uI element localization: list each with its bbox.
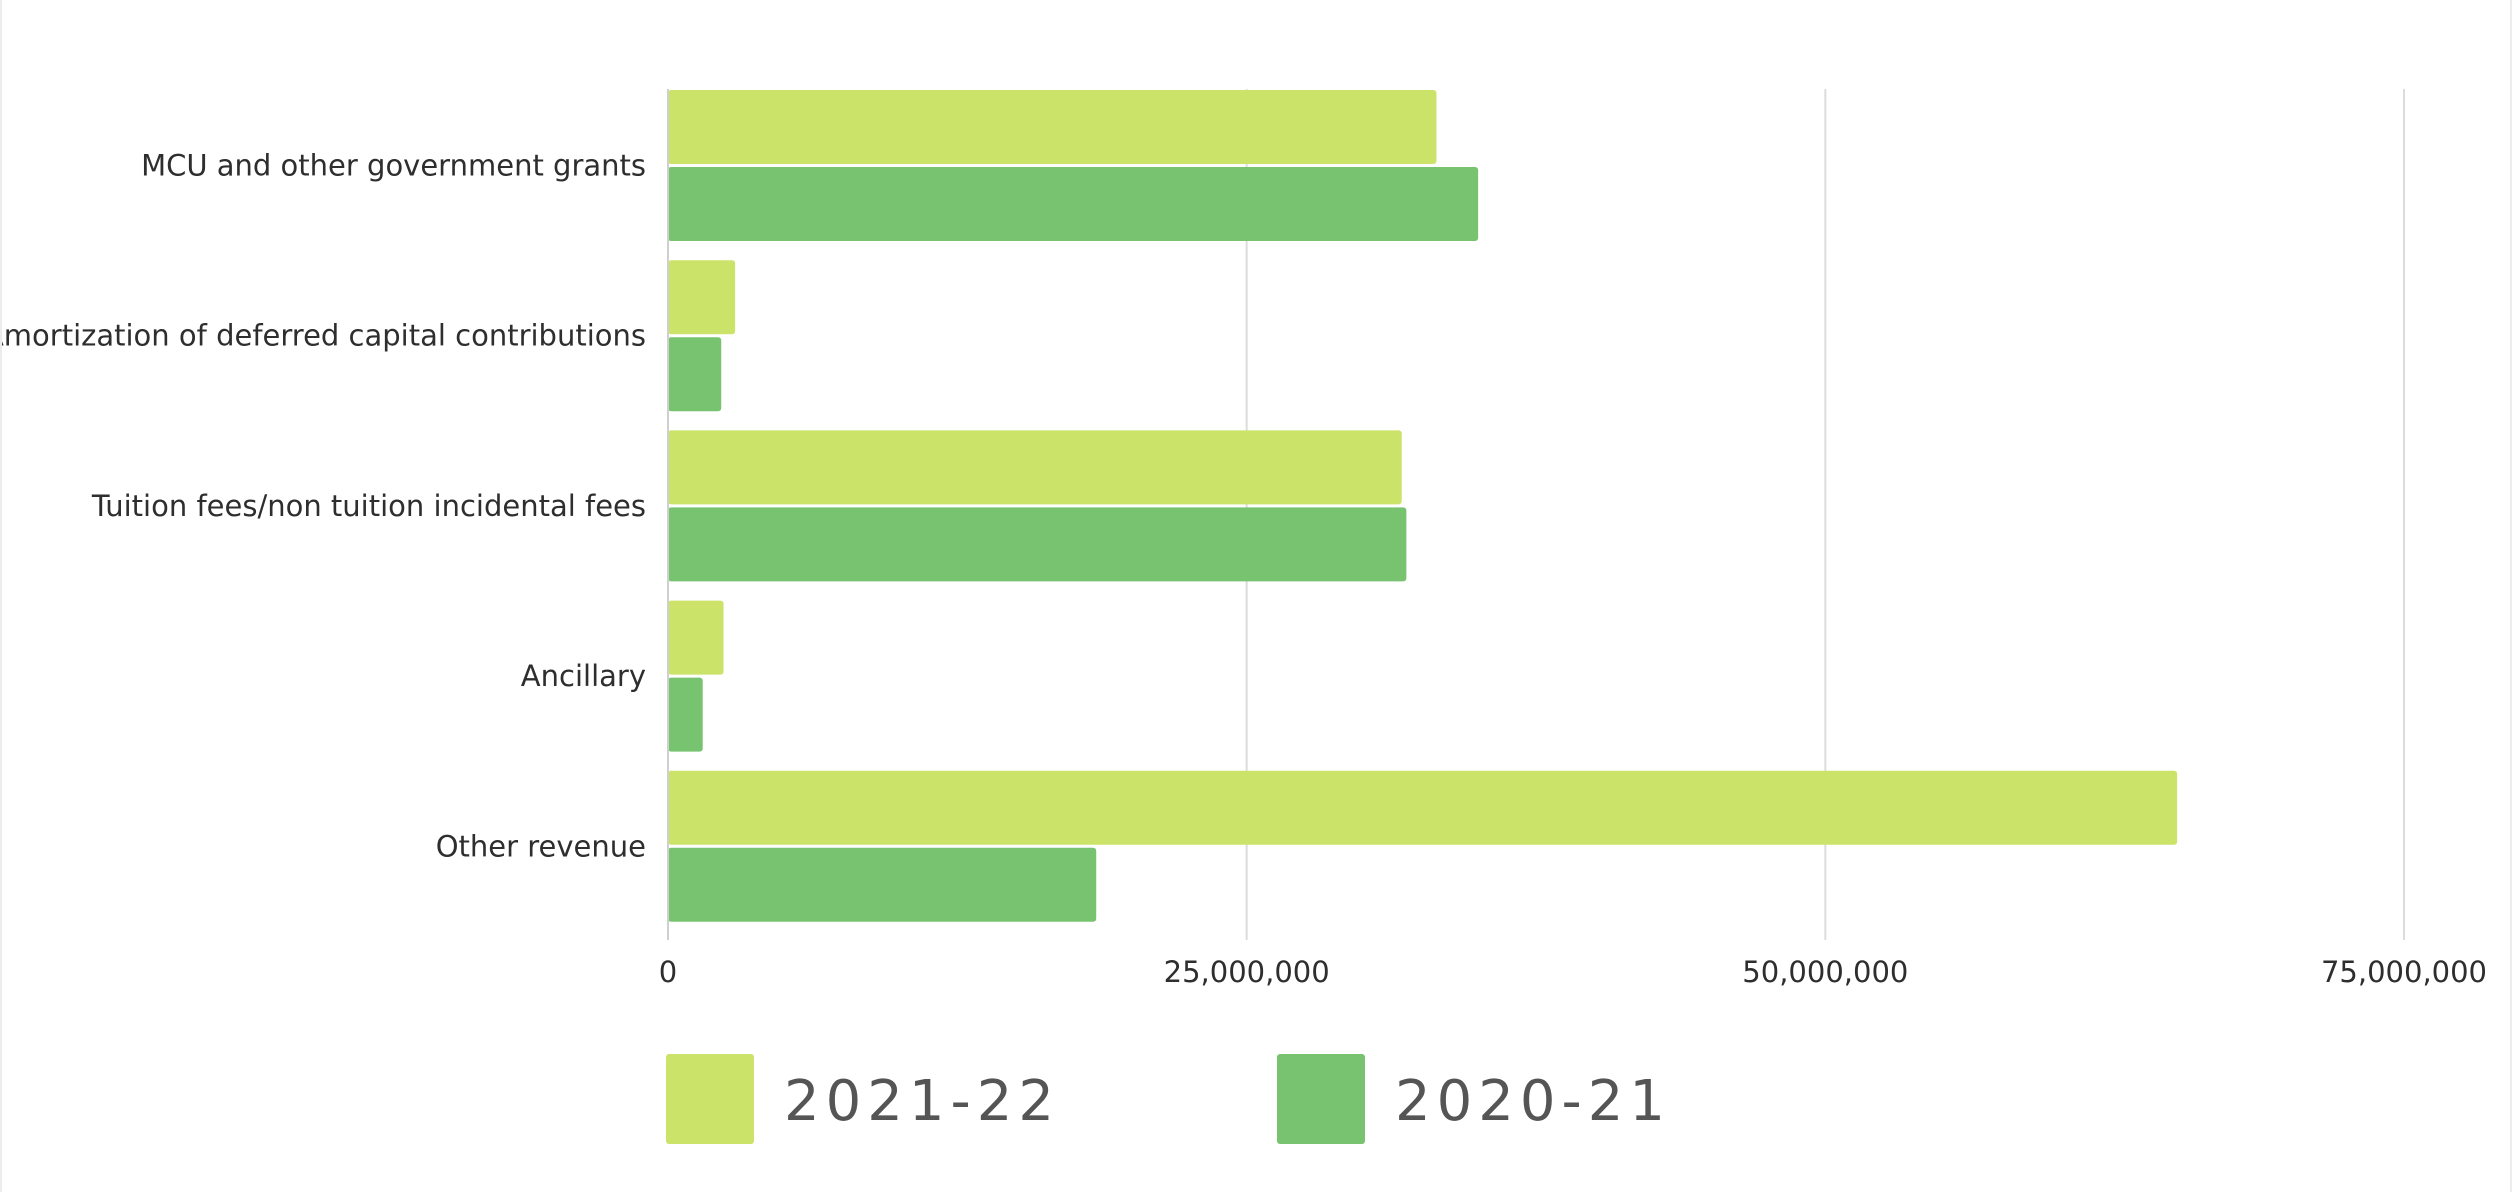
legend-swatch-2021-22[interactable] <box>666 1054 754 1144</box>
x-tick-label: 75,000,000 <box>2321 955 2487 989</box>
legend-swatch-2020-21[interactable] <box>1277 1054 1365 1144</box>
category-label: Other revenue <box>436 829 646 863</box>
category-label: Ancillary <box>521 659 646 693</box>
x-tick-label: 25,000,000 <box>1164 955 1330 989</box>
legend: 2021-22 2020-21 <box>666 1054 1671 1144</box>
bar-2021-22-other-revenue <box>668 770 2178 845</box>
bar-2020-21-tuition-fees-non-tuition-incidental-fees <box>668 507 1407 582</box>
bar-2020-21-amortization-of-deferred-capital-contributions <box>668 337 722 412</box>
category-label: MCU and other government grants <box>141 149 646 183</box>
bar-2020-21-other-revenue <box>668 847 1097 922</box>
category-label: Tuition fees/non tuition incidental fees <box>91 489 646 523</box>
bar-2021-22-mcu-and-other-government-grants <box>668 90 1437 164</box>
x-tick-labels: 0 25,000,000 50,000,000 75,000,000 <box>659 955 2487 989</box>
bars <box>668 90 2178 922</box>
category-labels: MCU and other government grants Amortizat… <box>2 149 646 864</box>
bar-2021-22-tuition-fees-non-tuition-incidental-fees <box>668 430 1402 505</box>
legend-label-2021-22[interactable]: 2021-22 <box>784 1069 1060 1134</box>
x-tick-label: 50,000,000 <box>1742 955 1908 989</box>
bar-2020-21-mcu-and-other-government-grants <box>668 167 1479 241</box>
bar-2020-21-ancillary <box>668 677 703 752</box>
category-label: Amortization of deferred capital contrib… <box>2 319 646 353</box>
bar-2021-22-ancillary <box>668 600 724 675</box>
x-tick-label: 0 <box>659 955 677 989</box>
bar-2021-22-amortization-of-deferred-capital-contributions <box>668 260 736 335</box>
legend-label-2020-21[interactable]: 2020-21 <box>1395 1069 1671 1134</box>
